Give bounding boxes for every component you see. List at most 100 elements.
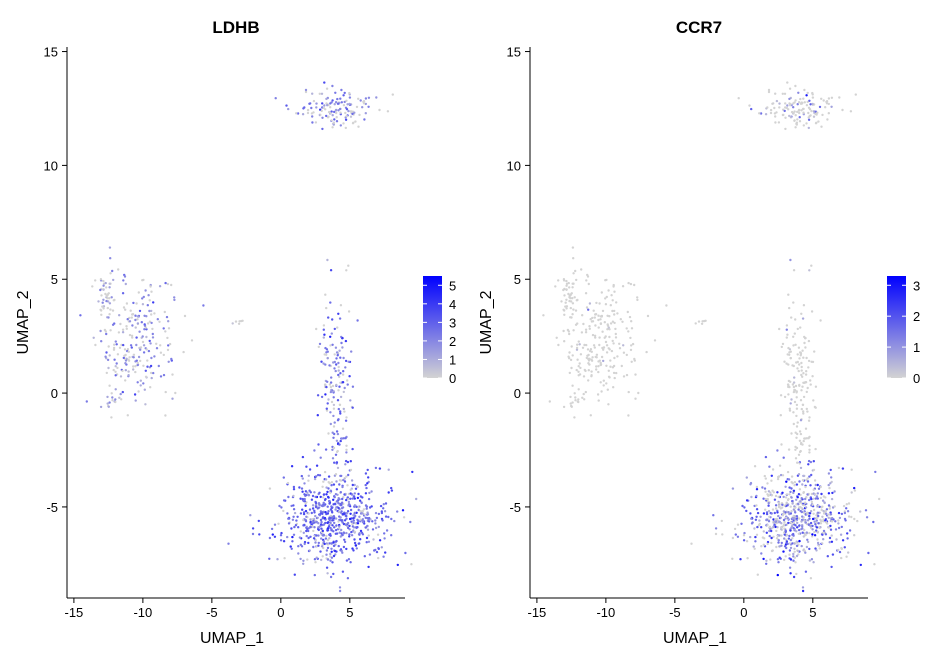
point [352,549,355,552]
point [777,505,781,509]
point [786,81,789,84]
point [800,407,803,411]
point [814,406,817,409]
point [809,524,812,528]
point [802,304,806,307]
point [814,497,817,500]
point [227,542,230,545]
point [756,573,759,576]
point [634,397,637,400]
point [792,491,795,495]
point [801,317,805,320]
point [797,528,801,532]
point [793,332,796,335]
point [824,106,827,109]
point [313,526,316,529]
point [308,508,312,511]
point [301,497,304,501]
point [767,509,771,513]
point [332,121,336,124]
point [109,257,112,260]
point [325,385,328,389]
point [128,356,131,359]
point [787,293,790,296]
point [758,112,761,115]
point [320,558,323,562]
point [743,531,746,535]
point [328,499,331,503]
point [801,586,805,589]
point [111,309,115,312]
point [125,327,128,330]
point [327,398,330,401]
point [325,493,328,496]
point [125,302,129,305]
point [336,326,339,329]
point [304,504,307,507]
point [322,480,325,483]
point [332,483,336,486]
point [110,296,113,299]
point [577,374,580,377]
point [279,539,283,542]
point [824,509,827,513]
point [583,398,586,401]
point [153,312,156,315]
point [365,486,368,490]
point [798,363,801,366]
point [806,493,809,496]
point [854,93,857,96]
point [317,526,320,529]
point [127,358,130,361]
point [790,475,794,478]
point [323,470,327,474]
point [827,492,831,495]
point [625,373,629,377]
point [292,494,295,498]
point [126,414,129,417]
point [268,487,272,490]
point [322,336,325,339]
point [122,279,125,282]
point [798,357,801,360]
point [150,290,153,293]
point [610,294,613,297]
point [793,119,796,122]
point [820,506,823,509]
point [384,515,388,518]
colorbar-tick-label: 4 [449,297,456,312]
point [592,309,595,312]
point [340,474,343,478]
point [164,330,167,333]
point [829,528,833,531]
point [587,353,590,357]
point [795,121,799,124]
point [808,269,811,272]
point [782,518,786,522]
point [315,102,318,105]
point [565,298,568,301]
point [316,473,320,477]
point [770,479,773,482]
point [358,533,361,536]
point [280,531,283,535]
point [786,104,789,107]
point [319,550,322,553]
point [355,105,359,109]
point [342,437,345,440]
point [292,488,296,491]
point [612,342,615,345]
point [602,384,605,387]
point [789,512,793,515]
point [810,473,813,477]
point [830,534,833,537]
point [599,322,603,325]
point [794,448,797,451]
point [788,407,791,410]
point [816,497,819,500]
point [343,493,346,496]
point [775,99,779,103]
point [165,315,169,319]
point [712,514,715,517]
point [788,542,791,545]
